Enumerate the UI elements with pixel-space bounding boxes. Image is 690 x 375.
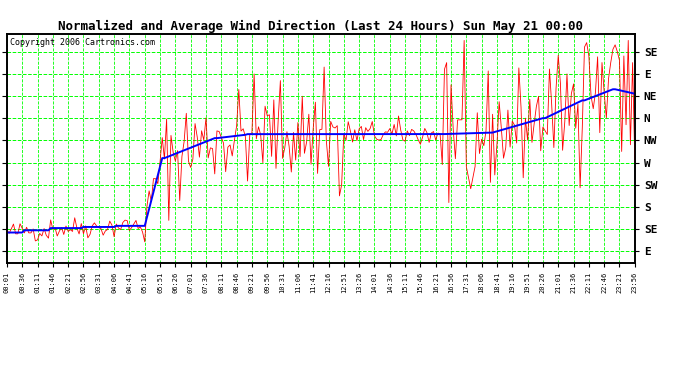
Text: Copyright 2006 Cartronics.com: Copyright 2006 Cartronics.com <box>10 38 155 47</box>
Title: Normalized and Average Wind Direction (Last 24 Hours) Sun May 21 00:00: Normalized and Average Wind Direction (L… <box>59 20 583 33</box>
